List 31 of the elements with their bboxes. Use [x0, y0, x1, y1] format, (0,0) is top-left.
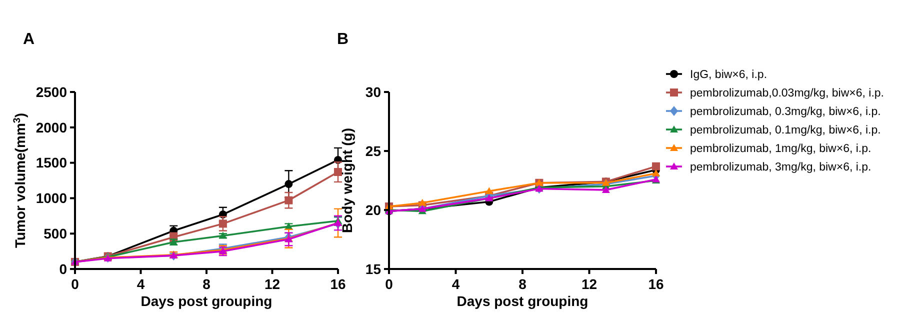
x-tick-label: 4: [136, 276, 145, 292]
x-axis-title: Days post grouping: [140, 293, 272, 309]
x-tick-label: 0: [385, 276, 394, 292]
x-tick-label: 16: [330, 276, 346, 292]
y-tick-label: 2000: [36, 119, 68, 136]
y-tick-label: 1000: [36, 190, 68, 206]
x-tick-label: 12: [581, 276, 598, 292]
chart-title: B: [337, 31, 349, 48]
x-tick-label: 4: [452, 276, 460, 292]
legend-label: pembrolizumab, 1mg/kg, biw×6, i.p.: [690, 143, 872, 156]
y-tick-label: 15: [365, 260, 382, 277]
legend-label: pembrolizumab, 0.1mg/kg, biw×6, i.p.: [690, 124, 881, 137]
y-tick-label: 0: [59, 260, 68, 277]
x-tick-label: 16: [648, 276, 664, 292]
y-tick-label: 500: [44, 226, 68, 242]
chart-title: A: [23, 31, 35, 48]
x-tick-label: 8: [202, 276, 211, 292]
x-tick-label: 0: [71, 276, 80, 292]
y-axis-title: Body weight (g): [339, 128, 355, 233]
x-axis-title: Days post grouping: [456, 293, 588, 309]
legend-label: pembrolizumab, 3mg/kg, biw×6, i.p.: [690, 162, 872, 174]
y-tick-label: 1500: [36, 154, 68, 171]
legend-label: IgG, biw×6, i.p.: [690, 69, 768, 82]
legend-label: pembrolizumab,0.03mg/kg, biw×6, i.p.: [690, 88, 884, 100]
legend-label: pembrolizumab, 0.3mg/kg, biw×6, i.p.: [690, 106, 881, 118]
x-tick-label: 8: [518, 276, 527, 292]
y-tick-label: 20: [365, 202, 382, 218]
y-tick-label: 25: [365, 142, 382, 159]
x-tick-label: 12: [264, 276, 280, 292]
y-tick-label: 30: [365, 84, 382, 100]
y-tick-label: 2500: [36, 84, 68, 100]
